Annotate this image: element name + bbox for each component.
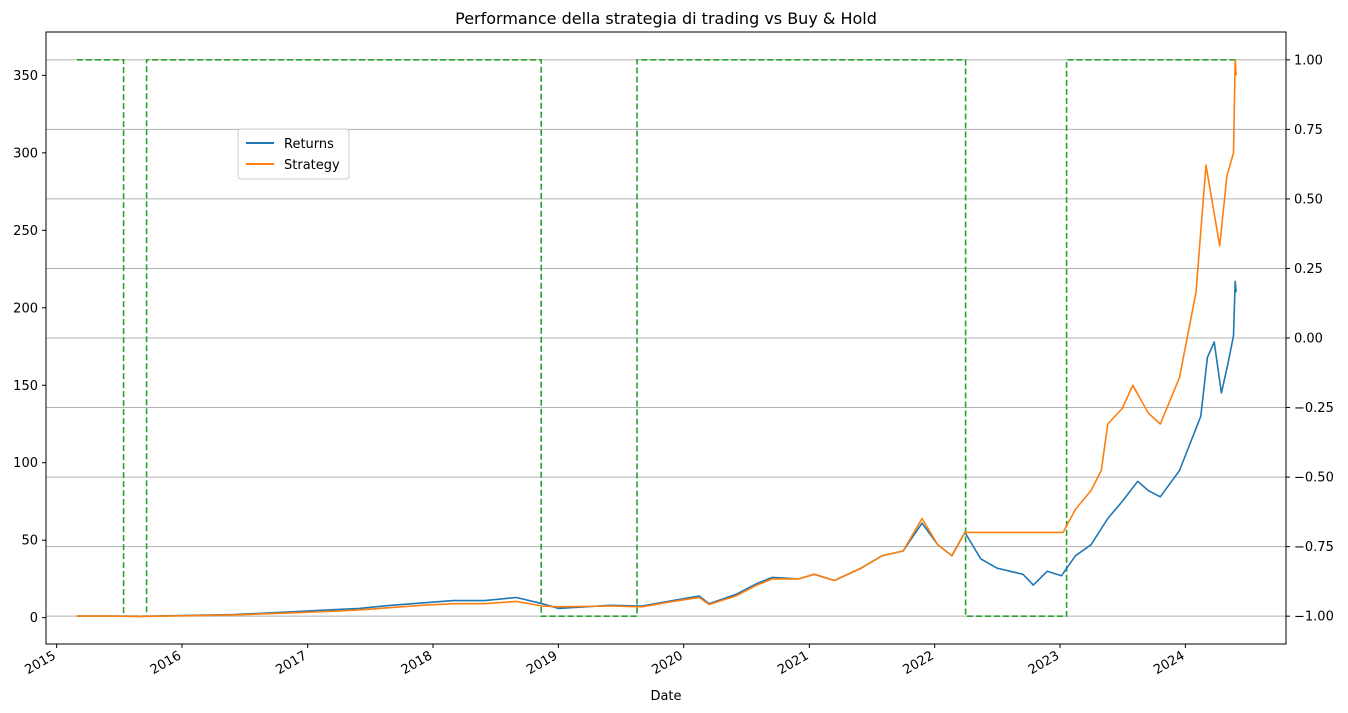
x-axis-label: Date <box>650 689 681 704</box>
y-tick-label-6: 300 <box>13 146 38 161</box>
left-axis: 0 50 100 150 200 250 300 350 <box>13 69 46 626</box>
y2-tick-label-4: 0.00 <box>1294 332 1323 347</box>
series-line-returns <box>76 280 1237 618</box>
y-tick-label-5: 250 <box>13 224 38 239</box>
plot-series <box>76 59 1237 618</box>
x-tick-label-8: 2023 <box>1026 648 1062 678</box>
y2-tick-label-5: −0.25 <box>1294 401 1334 416</box>
y-tick-label-2: 100 <box>13 456 38 471</box>
x-axis: 2015 2016 2017 2018 2019 2020 2021 2022 2023 2024 <box>22 644 1187 678</box>
gridlines <box>46 59 1286 617</box>
y-tick-label-7: 350 <box>13 69 38 84</box>
y-tick-label-4: 200 <box>13 301 38 316</box>
x-tick-label-5: 2020 <box>650 648 686 678</box>
right-axis: 1.00 0.75 0.50 0.25 0.00 −0.25 −0.50 −0.75 −1.00 <box>1286 53 1334 625</box>
y2-tick-label-1: 0.75 <box>1294 123 1323 138</box>
series-line-strategy <box>76 59 1237 618</box>
x-tick-label-0: 2015 <box>22 648 58 678</box>
chart-title: Performance della strategia di trading v… <box>455 9 877 28</box>
y-tick-label-0: 0 <box>30 611 38 626</box>
x-tick-label-1: 2016 <box>148 648 184 678</box>
legend-frame <box>237 128 350 180</box>
x-tick-label-9: 2024 <box>1151 648 1187 678</box>
x-tick-label-6: 2021 <box>775 648 811 678</box>
y2-tick-label-6: −0.50 <box>1294 471 1334 486</box>
x-tick-label-7: 2022 <box>901 648 937 678</box>
y2-tick-label-2: 0.50 <box>1294 192 1323 207</box>
legend: Returns Strategy <box>237 128 350 180</box>
x-tick-label-4: 2019 <box>524 648 560 678</box>
y2-tick-label-0: 1.00 <box>1294 53 1323 68</box>
x-tick-label-2: 2017 <box>274 648 310 678</box>
y2-tick-label-3: 0.25 <box>1294 262 1323 277</box>
x-tick-label-3: 2018 <box>399 648 435 678</box>
y-tick-label-1: 50 <box>21 534 38 549</box>
legend-label-strategy: Strategy <box>284 158 340 173</box>
legend-label-returns: Returns <box>284 137 334 152</box>
y2-tick-label-8: −1.00 <box>1294 610 1334 625</box>
y2-tick-label-7: −0.75 <box>1294 540 1334 555</box>
y-tick-label-3: 150 <box>13 379 38 394</box>
